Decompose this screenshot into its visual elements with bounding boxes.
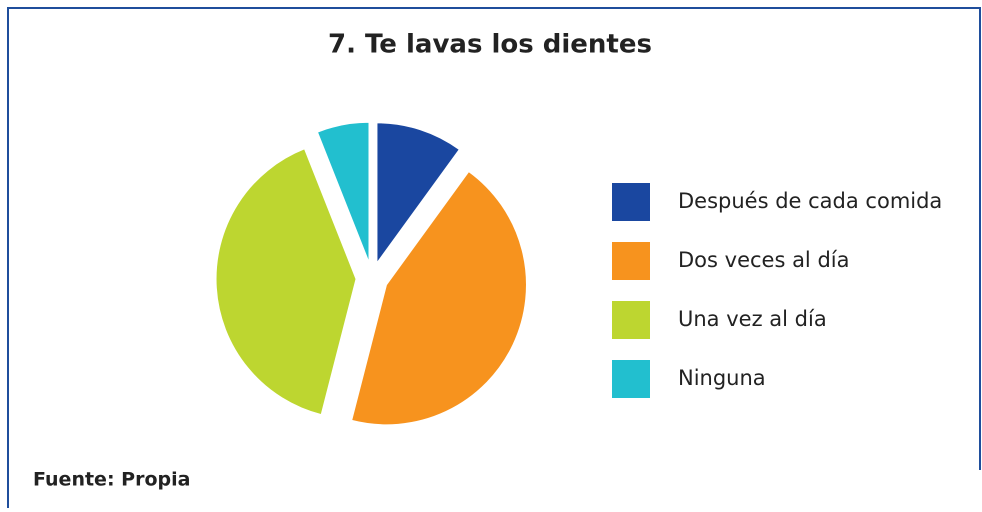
legend-label: Una vez al día <box>678 307 827 331</box>
legend-label: Dos veces al día <box>678 248 849 272</box>
legend-swatch <box>612 242 650 280</box>
source: Fuente: Propia <box>33 469 190 491</box>
pie-slice <box>351 170 527 426</box>
legend-swatch <box>612 360 650 398</box>
chart-title: 7. Te lavas los dientes <box>328 30 652 60</box>
frame <box>7 7 981 508</box>
pie-slice <box>215 148 357 416</box>
legend-label: Ninguna <box>678 366 766 390</box>
pie-slice <box>376 122 460 265</box>
legend-swatch <box>612 183 650 221</box>
legend-label: Después de cada comida <box>678 189 942 213</box>
pie-slice <box>316 121 370 263</box>
legend-swatch <box>612 301 650 339</box>
